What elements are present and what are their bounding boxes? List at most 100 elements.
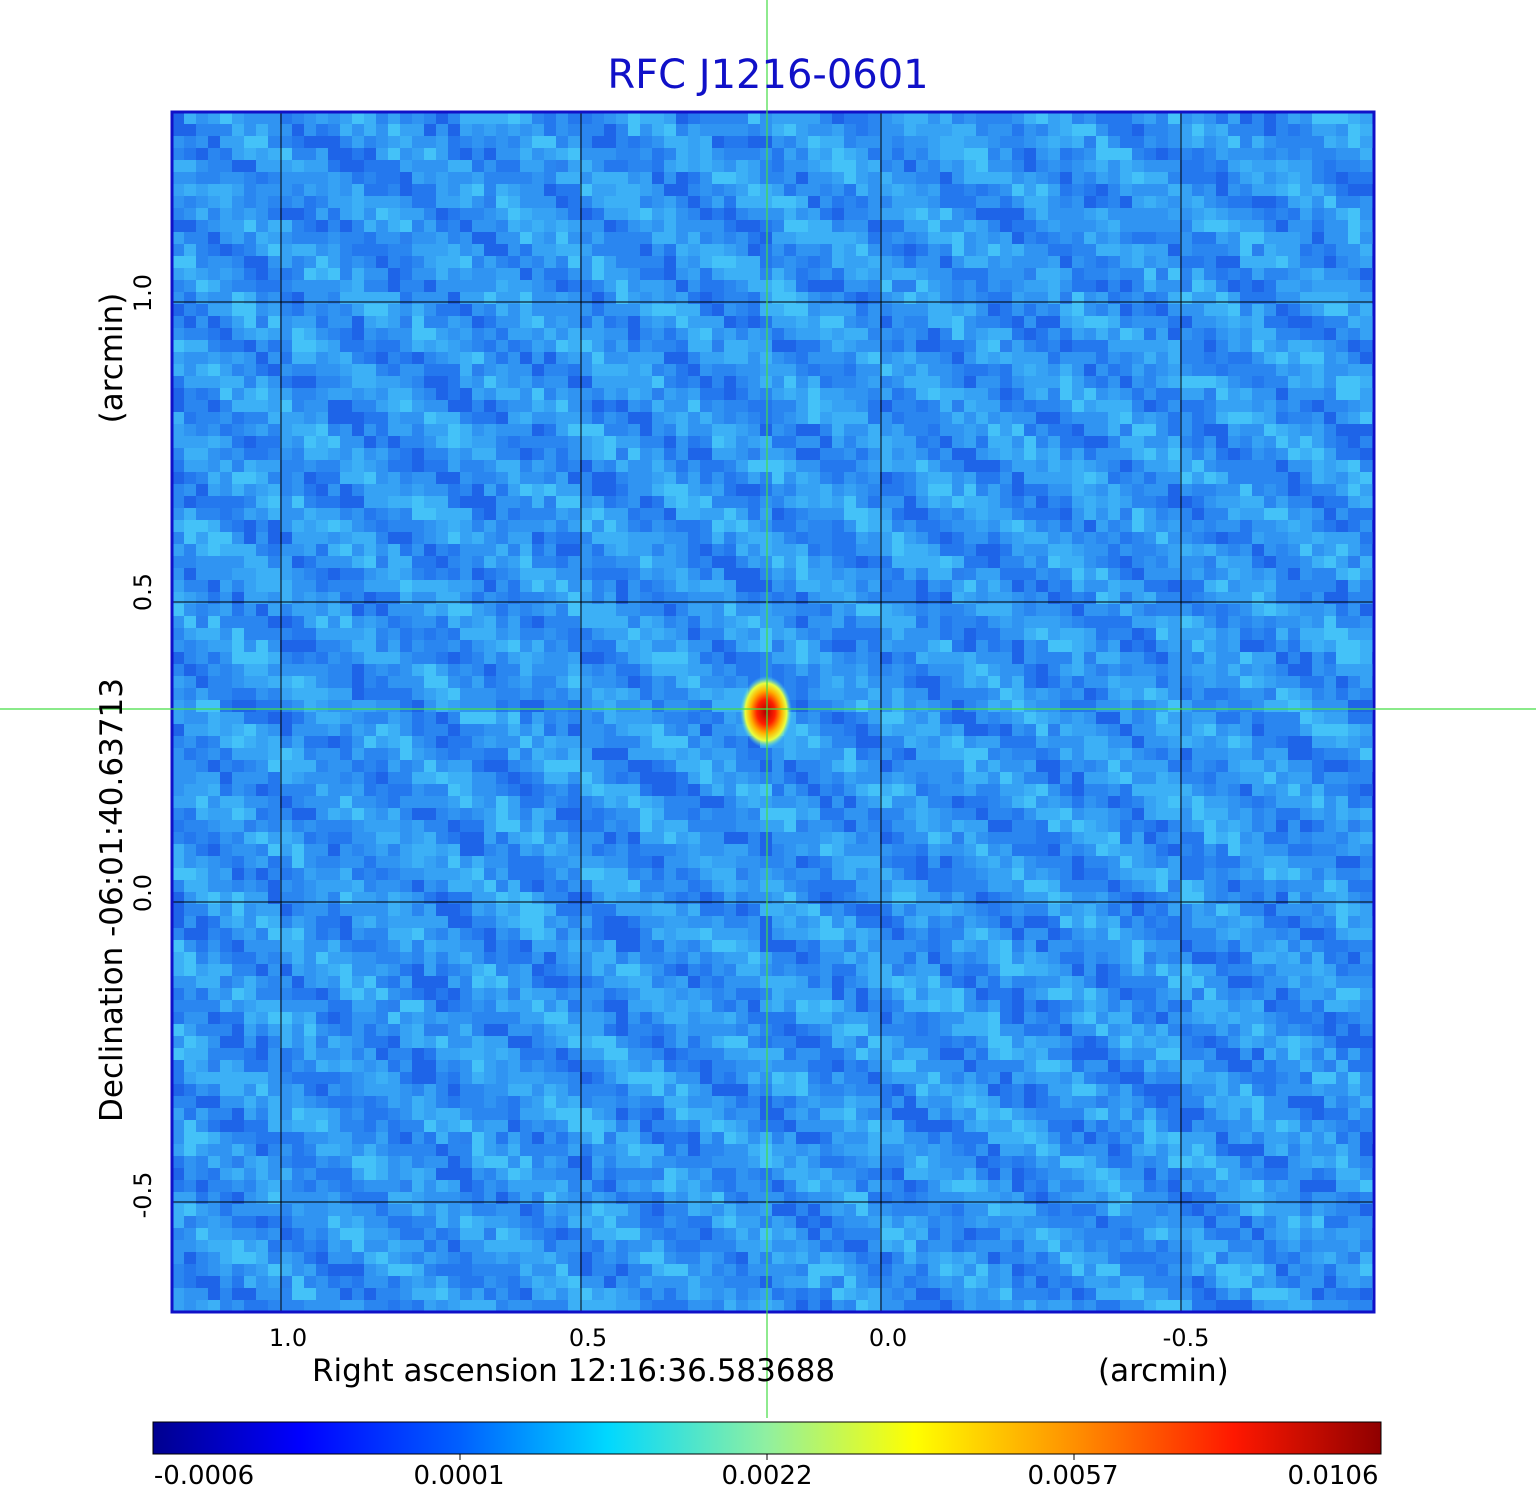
map-pixel <box>1144 388 1156 400</box>
map-pixel <box>916 496 928 508</box>
map-pixel <box>820 256 832 268</box>
map-pixel <box>856 208 868 220</box>
map-pixel <box>256 400 268 412</box>
map-pixel <box>700 628 712 640</box>
map-pixel <box>460 304 472 316</box>
map-pixel <box>1048 544 1060 556</box>
map-pixel <box>640 676 652 688</box>
map-pixel <box>628 532 640 544</box>
map-pixel <box>628 676 640 688</box>
map-pixel <box>1264 292 1276 304</box>
map-pixel <box>1000 520 1012 532</box>
map-pixel <box>460 544 472 556</box>
map-pixel <box>196 292 208 304</box>
map-pixel <box>580 448 592 460</box>
map-pixel <box>616 652 628 664</box>
map-pixel <box>904 688 916 700</box>
map-pixel <box>472 688 484 700</box>
map-pixel <box>1228 676 1240 688</box>
map-pixel <box>1324 436 1336 448</box>
map-pixel <box>1264 160 1276 172</box>
map-pixel <box>820 628 832 640</box>
map-pixel <box>868 256 880 268</box>
map-pixel <box>892 664 904 676</box>
map-pixel <box>1240 232 1252 244</box>
map-pixel <box>544 688 556 700</box>
map-pixel <box>1060 544 1072 556</box>
map-pixel <box>1012 160 1024 172</box>
map-pixel <box>1012 604 1024 616</box>
map-pixel <box>172 412 184 424</box>
map-pixel <box>688 460 700 472</box>
map-pixel <box>676 664 688 676</box>
map-pixel <box>1084 652 1096 664</box>
map-pixel <box>1084 280 1096 292</box>
map-pixel <box>208 412 220 424</box>
map-pixel <box>1192 604 1204 616</box>
map-pixel <box>400 340 412 352</box>
map-pixel <box>736 472 748 484</box>
map-pixel <box>1228 568 1240 580</box>
map-pixel <box>172 172 184 184</box>
map-pixel <box>460 472 472 484</box>
map-pixel <box>904 592 916 604</box>
map-pixel <box>844 388 856 400</box>
map-pixel <box>820 136 832 148</box>
map-pixel <box>292 448 304 460</box>
map-pixel <box>820 532 832 544</box>
map-pixel <box>760 628 772 640</box>
map-pixel <box>340 412 352 424</box>
map-pixel <box>1108 592 1120 604</box>
map-pixel <box>712 124 724 136</box>
map-pixel <box>736 640 748 652</box>
map-pixel <box>892 424 904 436</box>
map-pixel <box>208 484 220 496</box>
map-pixel <box>1012 364 1024 376</box>
map-pixel <box>340 280 352 292</box>
map-pixel <box>784 148 796 160</box>
map-pixel <box>988 136 1000 148</box>
map-pixel <box>328 628 340 640</box>
map-pixel <box>364 700 376 712</box>
map-pixel <box>976 676 988 688</box>
map-pixel <box>964 508 976 520</box>
map-pixel <box>448 196 460 208</box>
map-pixel <box>1084 508 1096 520</box>
map-pixel <box>844 328 856 340</box>
map-pixel <box>316 640 328 652</box>
map-pixel <box>976 376 988 388</box>
map-pixel <box>1276 160 1288 172</box>
map-pixel <box>580 484 592 496</box>
map-pixel <box>604 136 616 148</box>
map-pixel <box>1276 208 1288 220</box>
map-pixel <box>268 532 280 544</box>
map-pixel <box>1012 304 1024 316</box>
map-pixel <box>1300 664 1312 676</box>
map-pixel <box>964 436 976 448</box>
map-pixel <box>1216 424 1228 436</box>
map-pixel <box>964 640 976 652</box>
map-pixel <box>1252 220 1264 232</box>
map-pixel <box>1276 520 1288 532</box>
map-pixel <box>364 616 376 628</box>
map-pixel <box>748 664 760 676</box>
map-pixel <box>556 280 568 292</box>
map-pixel <box>712 388 724 400</box>
map-pixel <box>700 268 712 280</box>
map-pixel <box>388 292 400 304</box>
map-pixel <box>484 688 496 700</box>
map-pixel <box>352 604 364 616</box>
map-pixel <box>628 304 640 316</box>
map-pixel <box>832 676 844 688</box>
map-pixel <box>1132 148 1144 160</box>
map-pixel <box>1012 124 1024 136</box>
map-pixel <box>1324 520 1336 532</box>
map-pixel <box>304 436 316 448</box>
map-pixel <box>1108 340 1120 352</box>
map-pixel <box>376 352 388 364</box>
map-pixel <box>1108 580 1120 592</box>
map-pixel <box>544 604 556 616</box>
map-pixel <box>892 148 904 160</box>
map-pixel <box>400 196 412 208</box>
map-pixel <box>328 376 340 388</box>
